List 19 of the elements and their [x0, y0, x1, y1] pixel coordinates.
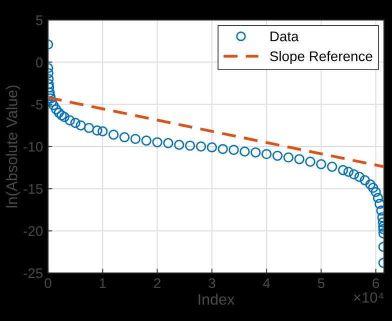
x-axis-title: Index	[198, 294, 235, 305]
y-tick-label: 5	[36, 15, 43, 26]
x-tick-label: 2	[154, 278, 160, 288]
x-tick-label: 6	[372, 278, 380, 288]
x-tick-label: 3	[208, 278, 216, 288]
x-tick-label: 4	[262, 278, 270, 288]
y-tick-label: 0	[36, 58, 43, 68]
legend-label: Slope Reference	[270, 51, 372, 64]
y-tick-label: -25	[24, 268, 43, 278]
y-tick-label: -10	[24, 142, 43, 152]
x-tick-label: 0	[44, 278, 52, 288]
text: ×10⁴	[354, 292, 384, 303]
x-tick-label: 5	[318, 278, 324, 288]
y-tick-label: -5	[31, 100, 43, 110]
legend-label: Data	[270, 32, 299, 42]
y-tick-label: -15	[24, 184, 43, 194]
y-axis-title: ln(Absolute Value)	[6, 86, 20, 208]
x-tick-label: 1	[100, 278, 106, 288]
y-tick-label: -20	[24, 226, 43, 236]
